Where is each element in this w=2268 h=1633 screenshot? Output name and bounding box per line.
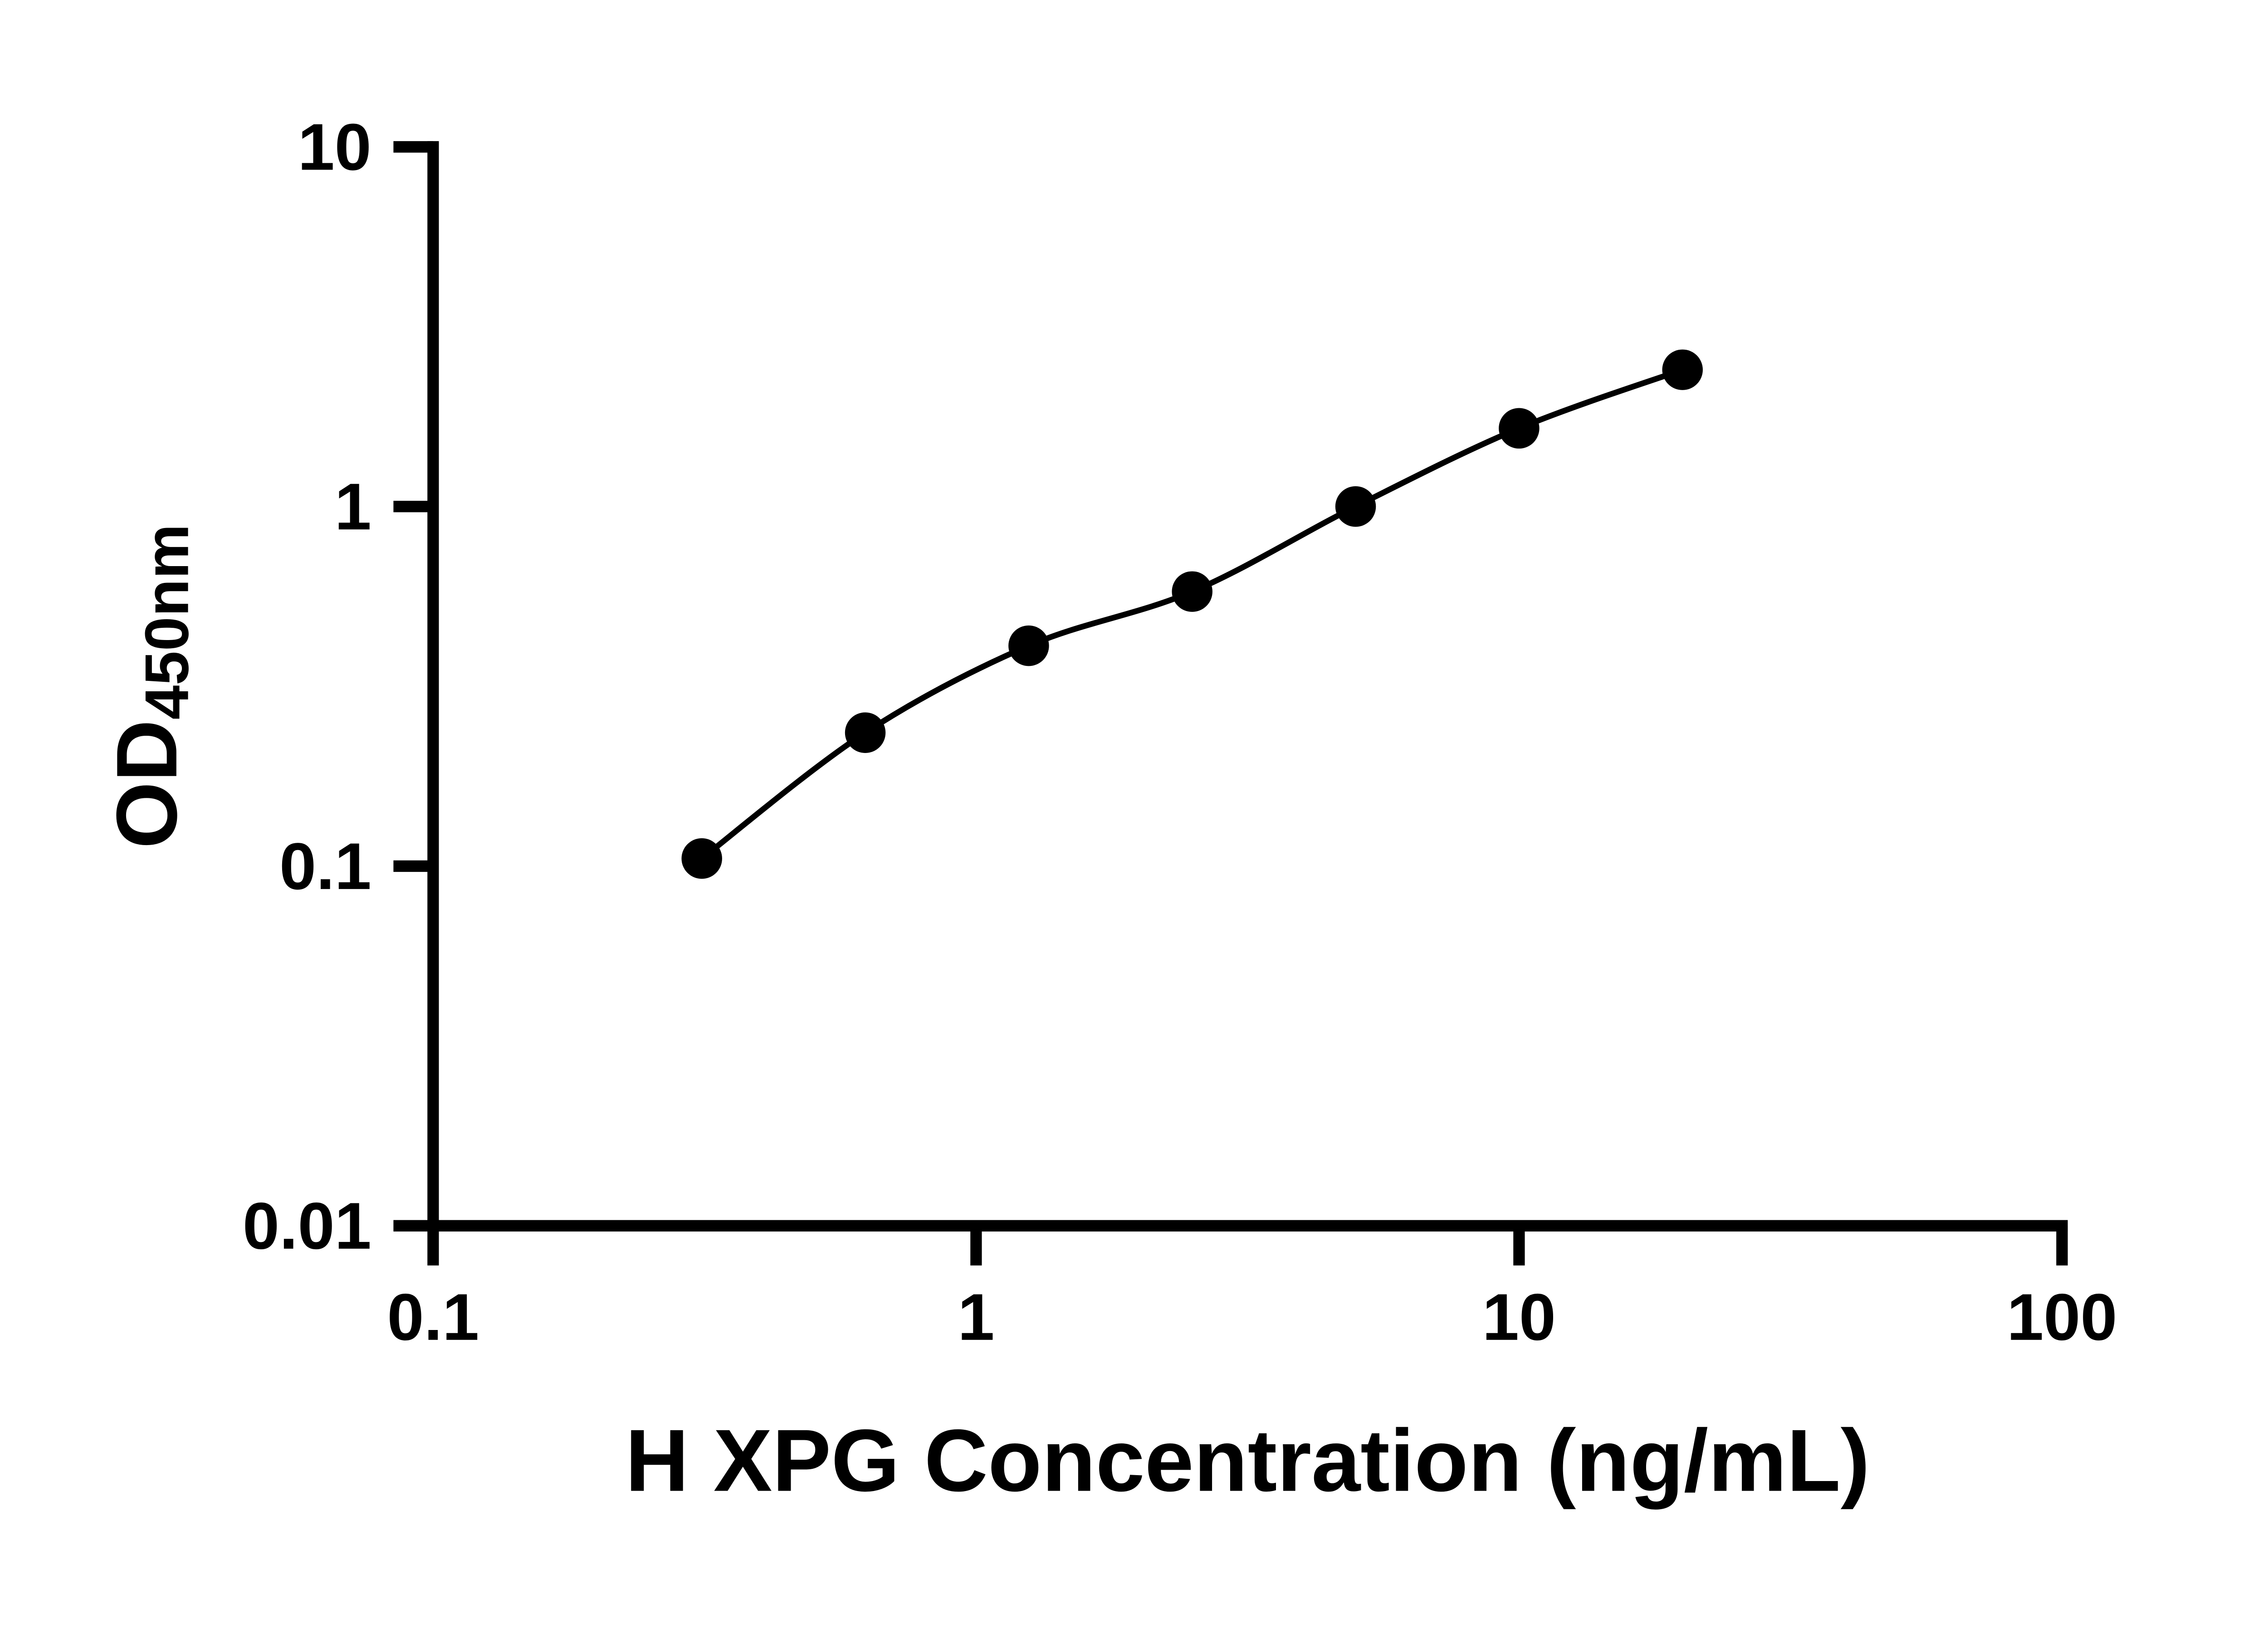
y-axis-title-main: OD xyxy=(99,719,195,848)
x-tick-label: 0.1 xyxy=(387,1280,479,1354)
y-axis-title: OD450nm xyxy=(99,524,201,849)
x-tick-label: 100 xyxy=(2007,1280,2117,1354)
data-point xyxy=(1662,349,1703,390)
axes-frame xyxy=(427,141,2068,1232)
data-point xyxy=(845,712,886,753)
y-tick-label: 0.1 xyxy=(279,829,371,903)
fit-curve xyxy=(700,367,1684,861)
y-tick-label: 1 xyxy=(335,469,371,543)
y-axis-title-subscript: 450nm xyxy=(132,524,201,719)
x-tick-label: 1 xyxy=(958,1280,994,1354)
y-tick-label: 10 xyxy=(298,110,371,184)
y-tick-label: 0.01 xyxy=(243,1189,371,1263)
data-point xyxy=(1335,486,1376,527)
data-point xyxy=(1499,408,1540,449)
data-point xyxy=(1008,625,1049,666)
data-point xyxy=(1172,571,1212,612)
chart-page: 0.1 1 10 100 0.01 0.1 1 10 H XPG Concentration (… xyxy=(98,110,2117,1510)
x-tick-label: 10 xyxy=(1482,1280,1556,1354)
x-axis-title: H XPG Concentration (ng/mL) xyxy=(625,1412,1870,1510)
data-point xyxy=(681,838,722,879)
